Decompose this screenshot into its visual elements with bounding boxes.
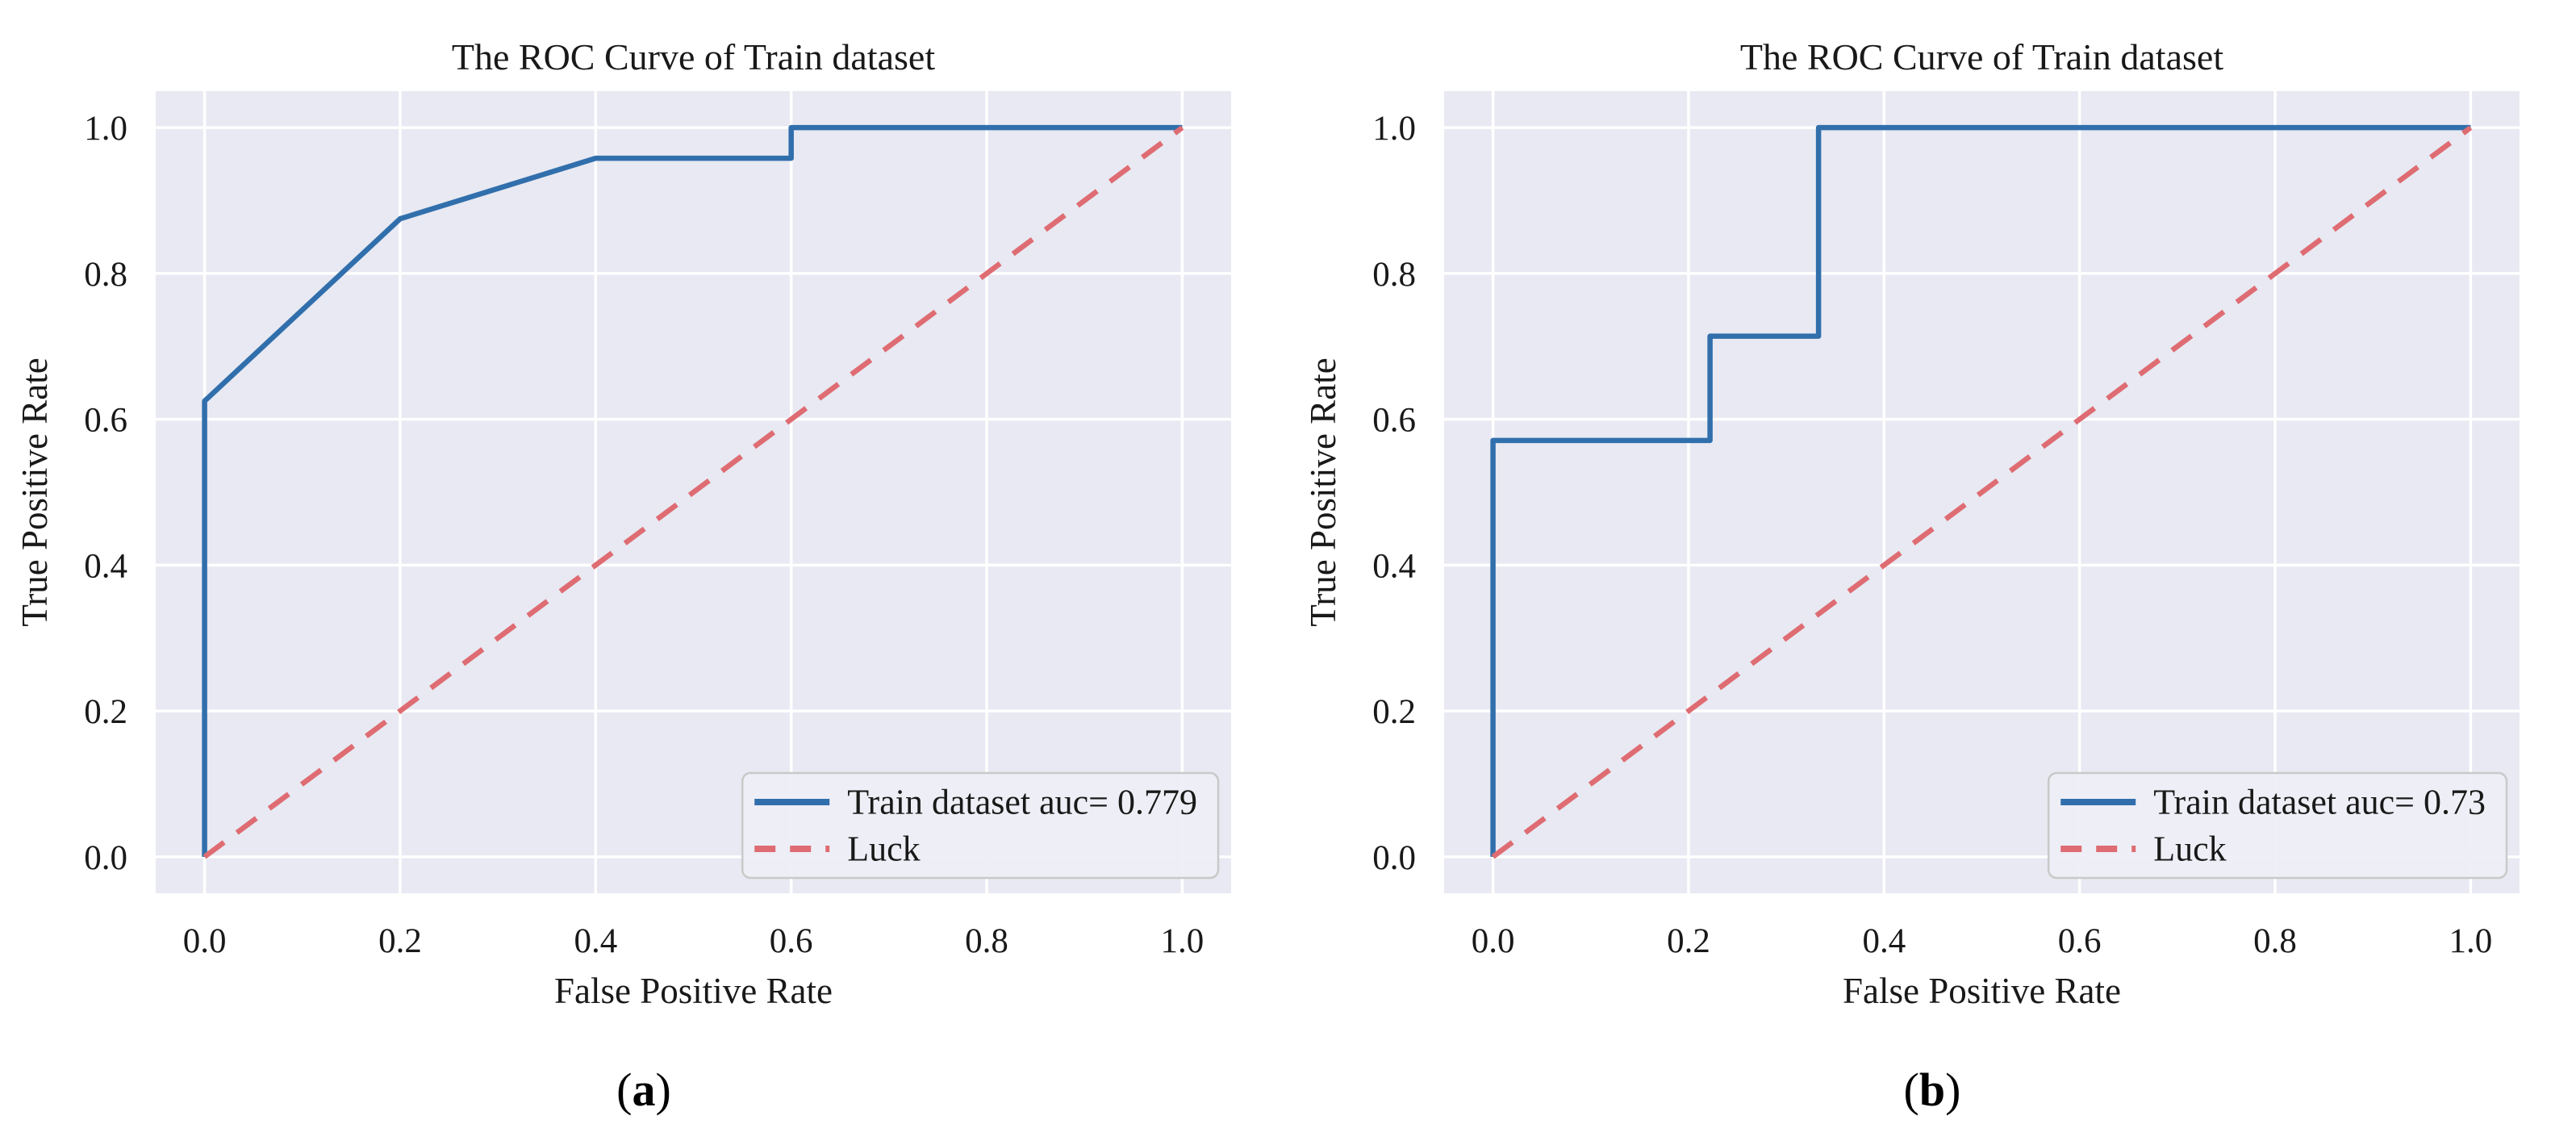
roc-curve-line bbox=[202, 124, 1183, 857]
roc-curve-line bbox=[1490, 124, 2471, 857]
y-tick-label: 1.0 bbox=[84, 110, 127, 148]
legend: Train dataset auc= 0.73 Luck bbox=[2047, 771, 2508, 880]
x-tick-label: 0.0 bbox=[183, 922, 227, 960]
roc-chart-b: The ROC Curve of Train dataset 0.0 0.2 0.4 0… bbox=[1288, 0, 2576, 1145]
y-tick-label: 1.0 bbox=[1372, 110, 1416, 148]
x-tick-label: 0.2 bbox=[378, 922, 422, 960]
caption-a-letter: a bbox=[632, 1064, 656, 1116]
x-axis-label: False Positive Rate bbox=[1843, 971, 2121, 1011]
roc-chart-a: The ROC Curve of Train dataset 0.0 0.2 0.4 0… bbox=[15, 36, 1231, 1011]
luck-diagonal-line bbox=[202, 125, 1184, 859]
y-tick-label: 0.2 bbox=[84, 693, 127, 731]
caption-b-letter: b bbox=[1918, 1064, 1946, 1116]
grid bbox=[156, 91, 1231, 893]
y-axis-label: True Positive Rate bbox=[15, 357, 55, 626]
x-axis-label: False Positive Rate bbox=[554, 971, 833, 1011]
y-tick-label: 0.6 bbox=[84, 402, 127, 440]
chart-title: The ROC Curve of Train dataset bbox=[1740, 36, 2223, 77]
luck-diagonal-line bbox=[1491, 125, 2473, 859]
y-tick-label: 0.0 bbox=[1372, 839, 1416, 877]
legend-label: Train dataset auc= 0.779 bbox=[847, 783, 1197, 822]
y-tick-label: 0.2 bbox=[1372, 693, 1416, 731]
caption-b-close-paren: ) bbox=[1945, 1064, 1961, 1116]
y-tick-label: 0.4 bbox=[1372, 547, 1416, 585]
chart-title: The ROC Curve of Train dataset bbox=[452, 36, 935, 77]
y-tick-label: 0.6 bbox=[1372, 402, 1416, 440]
caption-a-close-paren: ) bbox=[655, 1064, 671, 1116]
roc-chart-a-svg: The ROC Curve of Train dataset 0.0 0.2 0.4 0… bbox=[15, 36, 1231, 1011]
x-tick-label: 0.0 bbox=[1472, 922, 1515, 960]
legend-box bbox=[741, 771, 1220, 880]
legend-label: Train dataset auc= 0.73 bbox=[2153, 783, 2486, 822]
x-tick-label: 0.6 bbox=[770, 922, 813, 960]
legend-label: Luck bbox=[847, 829, 920, 869]
roc-chart-b-svg: The ROC Curve of Train dataset 0.0 0.2 0.4 0… bbox=[1303, 36, 2520, 1011]
y-tick-label: 0.4 bbox=[84, 547, 127, 585]
y-tick-label: 0.8 bbox=[84, 256, 127, 294]
y-axis-label: True Positive Rate bbox=[1303, 357, 1343, 626]
caption-a-open-paren: ( bbox=[616, 1064, 633, 1116]
x-tick-label: 0.6 bbox=[2058, 922, 2102, 960]
legend-box bbox=[2047, 771, 2508, 880]
legend-label: Luck bbox=[2153, 829, 2226, 869]
y-tick-label: 0.0 bbox=[84, 839, 127, 877]
caption-b-open-paren: ( bbox=[1903, 1064, 1919, 1116]
x-tick-label: 0.4 bbox=[574, 922, 617, 960]
x-tick-label: 0.2 bbox=[1667, 922, 1710, 960]
x-tick-label: 0.8 bbox=[2253, 922, 2297, 960]
x-tick-label: 1.0 bbox=[2449, 922, 2493, 960]
panel-caption-b: (b) bbox=[1288, 1059, 2576, 1122]
legend: Train dataset auc= 0.779 Luck bbox=[741, 771, 1220, 880]
panel-caption-a: (a) bbox=[0, 1059, 1288, 1122]
x-tick-label: 1.0 bbox=[1161, 922, 1204, 960]
x-tick-label: 0.4 bbox=[1862, 922, 1906, 960]
x-tick-label: 0.8 bbox=[965, 922, 1008, 960]
y-tick-label: 0.8 bbox=[1372, 256, 1416, 294]
